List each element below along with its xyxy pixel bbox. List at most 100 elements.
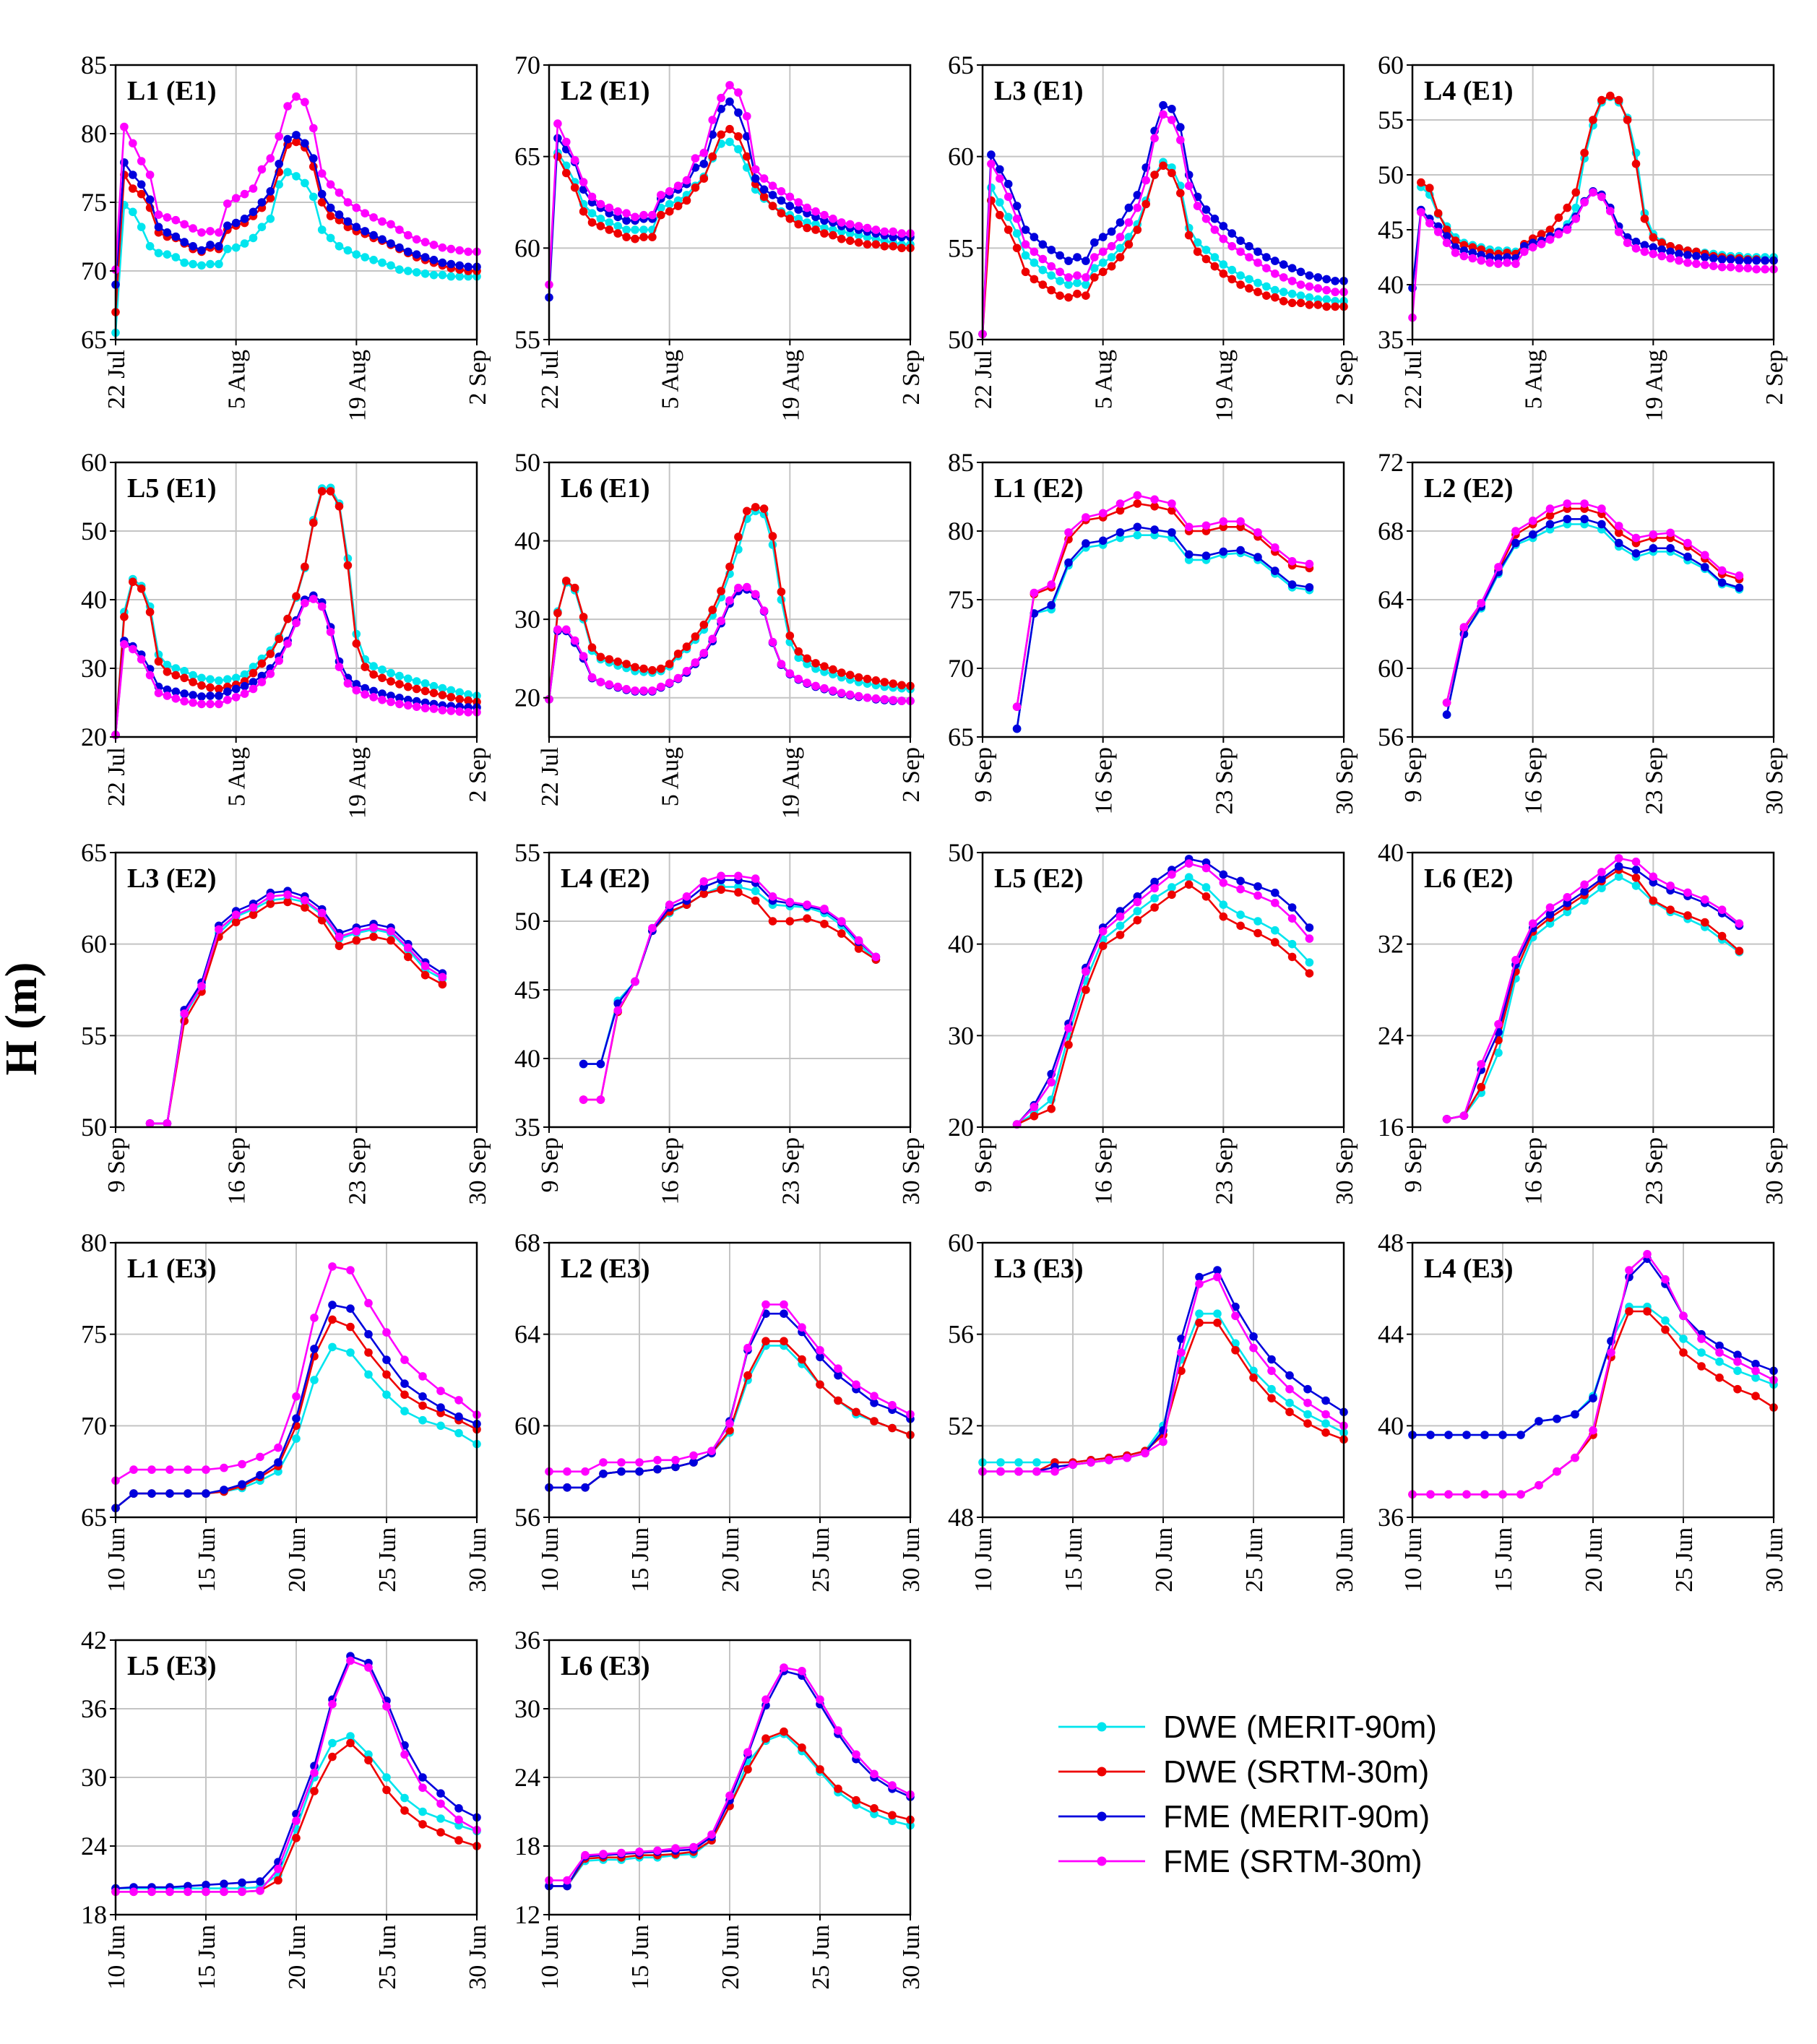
y-tick-label: 65 — [948, 723, 974, 751]
data-point — [743, 582, 751, 592]
data-point — [1133, 907, 1142, 915]
data-point — [1271, 566, 1279, 575]
data-point — [189, 691, 197, 699]
data-point — [1571, 1453, 1579, 1462]
data-point — [1150, 525, 1159, 534]
data-point — [1589, 1426, 1597, 1435]
plot-frame — [1411, 851, 1775, 1129]
data-point — [1287, 277, 1297, 285]
data-point — [1047, 1104, 1056, 1113]
x-tick-label: 16 Sep — [1091, 747, 1118, 815]
data-point — [197, 982, 206, 991]
data-point — [1064, 1040, 1073, 1049]
data-point — [1236, 517, 1245, 526]
data-point — [1649, 530, 1658, 539]
data-point — [1287, 264, 1297, 273]
data-point — [1597, 95, 1606, 105]
data-point — [438, 270, 447, 280]
data-point — [382, 1355, 391, 1364]
data-point — [1285, 1407, 1294, 1417]
data-point — [1417, 207, 1425, 217]
data-point — [309, 518, 318, 527]
legend-label: DWE (SRTM-30m) — [1163, 1754, 1429, 1790]
y-tick-label: 35 — [514, 1113, 540, 1142]
data-point — [382, 1702, 391, 1711]
data-point — [137, 585, 146, 593]
x-tick-label: 25 Jun — [808, 1527, 834, 1592]
data-point — [361, 209, 370, 218]
data-point — [803, 900, 811, 909]
data-point — [238, 1480, 246, 1489]
data-point — [613, 682, 622, 691]
series-line — [150, 897, 444, 1125]
data-point — [215, 925, 223, 934]
y-tick-label: 50 — [81, 1113, 107, 1142]
data-point — [387, 691, 395, 700]
data-point — [343, 679, 353, 688]
data-point — [1761, 256, 1769, 265]
data-point — [335, 941, 344, 950]
data-point — [266, 892, 275, 901]
data-point — [811, 225, 820, 234]
data-point — [1231, 1302, 1240, 1311]
data-point — [240, 215, 249, 223]
data-point — [622, 216, 631, 225]
data-point — [206, 227, 215, 236]
data-point — [657, 191, 665, 199]
data-point — [145, 171, 155, 179]
data-point — [197, 692, 206, 701]
series-fme-srtm-30m — [1012, 491, 1314, 711]
data-point — [1303, 1398, 1312, 1407]
data-point — [1004, 225, 1013, 234]
x-tick-label: 23 Sep — [1641, 747, 1667, 815]
data-point — [1201, 521, 1211, 530]
data-point — [837, 929, 846, 938]
data-point — [1064, 293, 1073, 302]
data-point — [240, 189, 249, 199]
series-fme-merit-90m — [1012, 522, 1314, 733]
data-point — [785, 917, 795, 926]
data-point — [889, 242, 897, 251]
data-point — [275, 656, 284, 665]
data-point — [1271, 898, 1279, 907]
data-point — [1516, 1431, 1525, 1439]
data-point — [743, 112, 751, 121]
series-line — [1016, 876, 1311, 1126]
data-point — [129, 1887, 138, 1897]
data-point — [418, 1807, 427, 1816]
data-point — [1751, 1374, 1760, 1382]
data-point — [378, 235, 387, 244]
data-point — [1219, 517, 1228, 526]
data-point — [1697, 1334, 1706, 1343]
data-point — [197, 246, 206, 255]
series-line — [1446, 868, 1740, 1121]
data-point — [1287, 298, 1297, 308]
series-fme-srtm-30m — [1442, 499, 1744, 707]
data-point — [798, 1355, 806, 1364]
data-point — [1082, 539, 1090, 548]
data-point — [768, 202, 777, 210]
panel-title: L1 (E1) — [127, 76, 217, 106]
data-point — [889, 679, 897, 688]
data-point — [400, 1379, 409, 1388]
legend-marker — [1097, 1811, 1107, 1821]
data-point — [1597, 868, 1606, 876]
data-point — [369, 932, 378, 941]
y-tick-label: 50 — [948, 325, 974, 354]
data-point — [275, 634, 284, 643]
data-point — [1004, 179, 1013, 189]
x-tick-label: 19 Aug — [344, 350, 371, 421]
data-point — [1047, 246, 1056, 254]
data-point — [197, 699, 206, 709]
data-point — [673, 650, 683, 658]
data-point — [378, 217, 387, 226]
data-point — [1004, 192, 1013, 202]
data-point — [249, 184, 258, 193]
data-point — [803, 203, 811, 212]
plot-frame — [981, 64, 1345, 341]
data-point — [137, 655, 146, 664]
data-point — [563, 1876, 571, 1885]
data-point — [870, 1417, 879, 1426]
series-fme-srtm-30m — [545, 81, 915, 289]
data-point — [1305, 923, 1314, 932]
